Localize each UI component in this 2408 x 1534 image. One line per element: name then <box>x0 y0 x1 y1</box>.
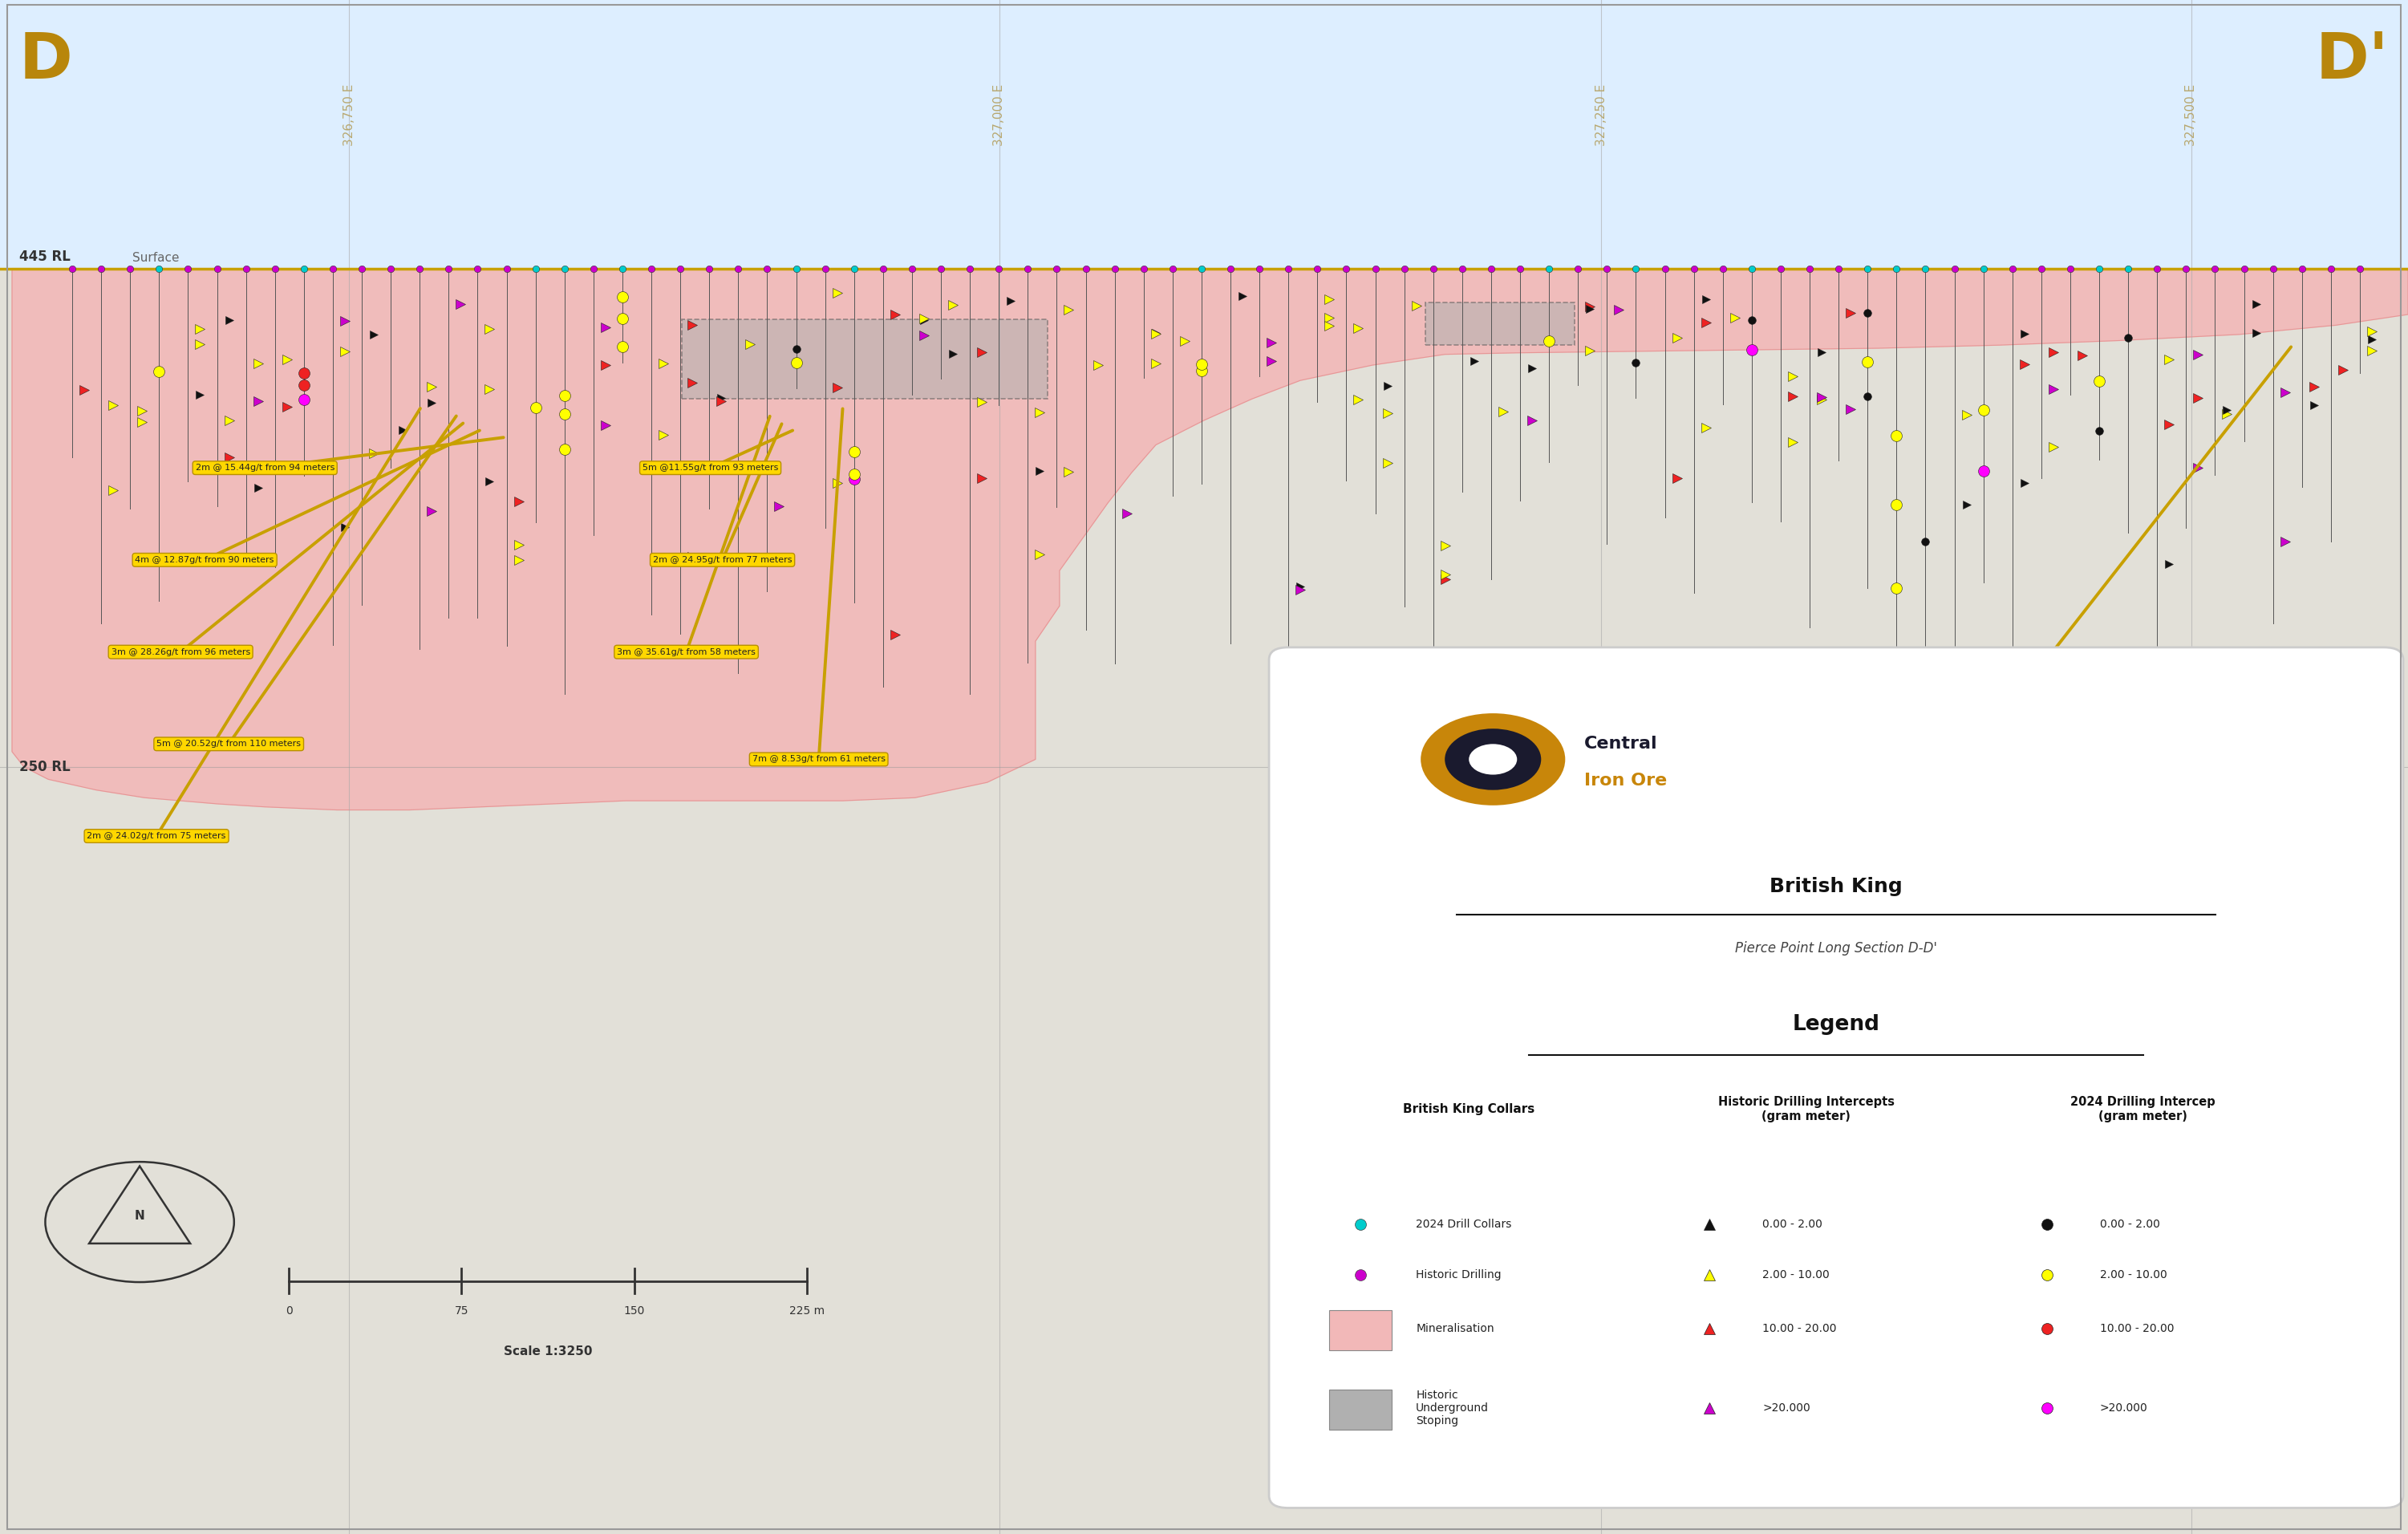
Circle shape <box>1445 729 1541 790</box>
Text: 1m @ 53.3g/t from 59 meters: 1m @ 53.3g/t from 59 meters <box>1907 747 2042 756</box>
Text: 326,750 E: 326,750 E <box>344 84 354 146</box>
Text: 2024 Drilling Intercep
(gram meter): 2024 Drilling Intercep (gram meter) <box>2071 1095 2215 1123</box>
Text: Pierce Point Long Section D-D': Pierce Point Long Section D-D' <box>1736 940 1936 956</box>
Text: 2.00 - 10.00: 2.00 - 10.00 <box>2100 1269 2167 1281</box>
Text: Central: Central <box>1584 736 1659 752</box>
Text: 5m @11.55g/t from 93 meters: 5m @11.55g/t from 93 meters <box>643 463 778 472</box>
Text: 327,250 E: 327,250 E <box>1597 84 1606 146</box>
Text: Surface: Surface <box>132 252 178 264</box>
FancyBboxPatch shape <box>0 0 2408 268</box>
Text: 2.00 - 10.00: 2.00 - 10.00 <box>1763 1269 1830 1281</box>
Text: British King: British King <box>1770 877 1902 896</box>
Text: N: N <box>135 1209 144 1221</box>
Text: Scale 1:3250: Scale 1:3250 <box>503 1345 592 1358</box>
FancyBboxPatch shape <box>1269 647 2403 1508</box>
Text: 7m @ 8.53g/t from 61 meters: 7m @ 8.53g/t from 61 meters <box>751 755 886 764</box>
FancyBboxPatch shape <box>1426 302 1575 345</box>
FancyBboxPatch shape <box>1329 1390 1392 1430</box>
Text: Mineralisation: Mineralisation <box>1416 1322 1495 1335</box>
Polygon shape <box>12 268 2408 810</box>
Text: Legend: Legend <box>1792 1014 1881 1035</box>
Text: >20.000: >20.000 <box>1763 1402 1811 1414</box>
Text: 0: 0 <box>287 1305 291 1316</box>
Text: 0.00 - 2.00: 0.00 - 2.00 <box>1763 1218 1823 1230</box>
Text: Historic Drilling Intercepts
(gram meter): Historic Drilling Intercepts (gram meter… <box>1717 1095 1895 1123</box>
Text: 327,000 E: 327,000 E <box>995 84 1004 146</box>
Text: >20.000: >20.000 <box>2100 1402 2148 1414</box>
Text: 10.00 - 20.00: 10.00 - 20.00 <box>1763 1322 1837 1335</box>
FancyBboxPatch shape <box>1329 1310 1392 1350</box>
Text: Historic Drilling: Historic Drilling <box>1416 1269 1503 1281</box>
Text: 327,500 E: 327,500 E <box>2186 84 2196 146</box>
Text: 225 m: 225 m <box>790 1305 824 1316</box>
Text: 250 RL: 250 RL <box>19 759 70 775</box>
Text: 2m @ 24.02g/t from 75 meters: 2m @ 24.02g/t from 75 meters <box>87 831 226 841</box>
Text: Historic
Underground
Stoping: Historic Underground Stoping <box>1416 1390 1488 1427</box>
Text: 2m @ 24.95g/t from 77 meters: 2m @ 24.95g/t from 77 meters <box>653 555 792 565</box>
Text: 10.00 - 20.00: 10.00 - 20.00 <box>2100 1322 2174 1335</box>
Text: 5m @ 20.52g/t from 110 meters: 5m @ 20.52g/t from 110 meters <box>157 739 301 749</box>
Text: 4m @ 12.87g/t from 90 meters: 4m @ 12.87g/t from 90 meters <box>135 555 275 565</box>
Text: 3m @ 28.26g/t from 96 meters: 3m @ 28.26g/t from 96 meters <box>111 647 250 657</box>
Text: 150: 150 <box>624 1305 645 1316</box>
Circle shape <box>1421 713 1565 805</box>
Text: D: D <box>19 31 72 92</box>
Text: D': D' <box>2316 31 2389 92</box>
Text: British King Collars: British King Collars <box>1404 1103 1534 1115</box>
Text: 0.00 - 2.00: 0.00 - 2.00 <box>2100 1218 2160 1230</box>
Circle shape <box>1469 744 1517 775</box>
Text: 445 RL: 445 RL <box>19 250 70 264</box>
Text: 2m @ 15.44g/t from 94 meters: 2m @ 15.44g/t from 94 meters <box>195 463 335 472</box>
Text: 75: 75 <box>455 1305 470 1316</box>
Text: 2024 Drill Collars: 2024 Drill Collars <box>1416 1218 1512 1230</box>
Text: 3m @ 35.61g/t from 58 meters: 3m @ 35.61g/t from 58 meters <box>616 647 756 657</box>
Text: Iron Ore: Iron Ore <box>1584 773 1666 788</box>
FancyBboxPatch shape <box>681 319 1047 399</box>
